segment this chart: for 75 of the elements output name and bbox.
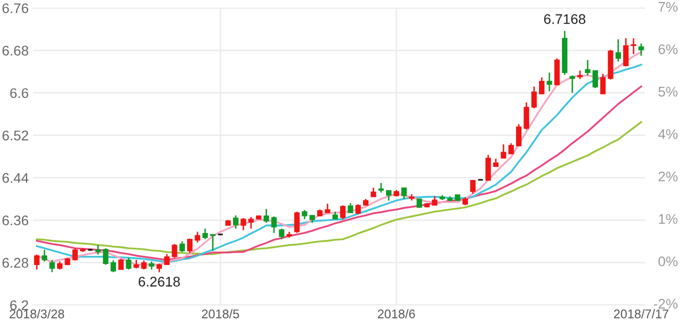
candlestick: [370, 187, 376, 198]
candlestick: [126, 257, 132, 270]
candlestick: [531, 86, 537, 109]
candlestick: [401, 187, 407, 200]
candlestick: [432, 196, 438, 206]
candlestick: [508, 142, 514, 155]
candlestick: [416, 198, 422, 209]
candlestick: [516, 123, 522, 148]
text: 5%: [658, 86, 678, 97]
candlestick: [592, 70, 598, 89]
y-tick-label: 6.68: [2, 46, 28, 56]
candlestick: [248, 216, 254, 230]
annotation: 6.7168: [544, 14, 586, 24]
candlestick: [623, 38, 629, 68]
y-tick-label: 6.36: [2, 215, 28, 226]
candlestick: [302, 209, 308, 220]
candlestick: [616, 38, 621, 62]
candlestick: [164, 253, 170, 266]
y-tick-label: 6.76: [2, 3, 28, 14]
candlestick: [278, 228, 284, 240]
annotation: 6.2618: [138, 276, 180, 287]
candlestick: [271, 216, 277, 234]
candlestick: [210, 234, 216, 252]
candlestick: [638, 42, 644, 56]
candlestick: [194, 231, 200, 244]
candlestick: [42, 249, 48, 262]
candlestick: [546, 72, 552, 92]
text: 0%: [658, 256, 678, 266]
candlestick: [95, 244, 101, 256]
candlestick: [584, 59, 590, 76]
candlestick: [348, 202, 354, 214]
candlestick: [386, 190, 392, 202]
candlestick: [240, 217, 246, 231]
x-tick-label: 2018/5: [202, 309, 240, 318]
y-tick-label: 6.44: [2, 173, 28, 183]
y-tick-label: 6.28: [2, 258, 28, 268]
candlestick: [102, 248, 108, 266]
x-tick-label: 2018/3/28: [10, 309, 64, 318]
candlestick: [294, 210, 300, 234]
candlestick: [470, 179, 476, 194]
candlestick: [110, 260, 116, 273]
candlestick: [485, 154, 491, 182]
text: 7%: [658, 2, 678, 12]
candlestick: [72, 248, 78, 262]
candlestick: [233, 214, 238, 230]
x-tick-label: 2018/7/17: [614, 309, 668, 318]
candlestick: [264, 208, 270, 224]
candlestick: [49, 259, 55, 273]
candlestick: [324, 203, 330, 214]
candlestick: [378, 182, 384, 194]
text: -2%: [654, 298, 678, 309]
candlestick: [172, 243, 178, 258]
candlestick: [355, 204, 361, 216]
candlestick: [630, 38, 636, 55]
y-tick-label: 6.6: [10, 88, 28, 98]
candlestick: [118, 258, 124, 270]
x-tick-label: 2018/6: [378, 309, 415, 318]
line-series: [36, 121, 642, 255]
candlestick: [34, 254, 40, 270]
candlestick: [500, 144, 506, 160]
candlestick: [539, 76, 544, 95]
candlestick: [202, 228, 208, 240]
candlestick: [570, 74, 576, 94]
candlestick: [141, 260, 147, 270]
text: 2%: [658, 172, 678, 182]
candlestick: [524, 102, 530, 130]
y-tick-label: 6.52: [2, 130, 28, 140]
candlestick: [187, 238, 193, 254]
candlestick: [179, 240, 185, 253]
text: 6%: [658, 44, 678, 54]
y-tick-label: 6.2: [10, 300, 28, 310]
text: 4%: [658, 129, 678, 139]
candlestick: [340, 204, 346, 220]
text: 1%: [658, 214, 678, 224]
candlestick: [600, 73, 606, 95]
